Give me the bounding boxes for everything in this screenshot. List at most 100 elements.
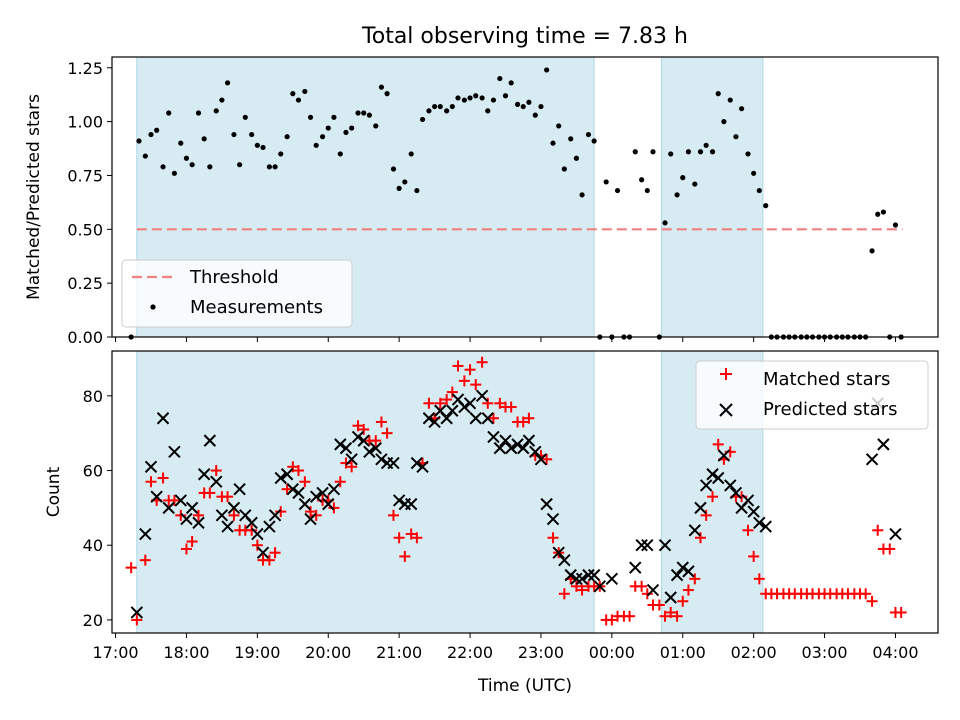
- legend-threshold-label: Threshold: [189, 267, 279, 288]
- measurement-point: [485, 108, 491, 114]
- measurement-point: [727, 97, 733, 103]
- measurement-point: [455, 95, 461, 101]
- predicted-point: [298, 497, 312, 511]
- top-legend: Threshold Measurements: [121, 259, 353, 328]
- measurement-point: [520, 103, 526, 110]
- predicted-stars-points: [130, 389, 902, 619]
- predicted-point: [162, 501, 175, 515]
- measurement-point: [550, 140, 556, 146]
- measurement-point: [614, 187, 621, 194]
- predicted-point: [139, 527, 152, 541]
- measurement-point: [556, 123, 562, 129]
- predicted-point: [570, 572, 583, 586]
- matched-point: [269, 547, 281, 559]
- bottom-x-axis: 17:00 18:00 19:00 20:00 21:00 22:00 23:00 00:00…: [92, 633, 919, 662]
- predicted-point: [416, 460, 429, 473]
- measurement-point: [242, 114, 248, 120]
- predicted-point: [256, 546, 270, 559]
- x-tick-label: 02:00: [731, 643, 777, 662]
- matched-point: [381, 427, 393, 439]
- predicted-point: [724, 479, 737, 492]
- measurement-point: [751, 170, 757, 176]
- predicted-point: [221, 520, 234, 533]
- bottom-legend-box: [695, 360, 929, 430]
- matched-point: [606, 614, 618, 626]
- matched-point: [186, 535, 198, 547]
- predicted-point: [658, 539, 672, 552]
- predicted-point: [304, 512, 317, 526]
- predicted-point: [351, 430, 365, 444]
- measurement-point: [756, 187, 762, 194]
- predicted-point: [694, 501, 707, 515]
- predicted-point: [546, 512, 560, 526]
- matched-point: [180, 543, 192, 555]
- measurement-point: [325, 125, 331, 131]
- measurement-point: [266, 164, 273, 170]
- top-y-tick-label: 1.25: [67, 59, 103, 78]
- predicted-point: [753, 516, 766, 530]
- measurement-point: [745, 151, 751, 157]
- predicted-point: [280, 468, 294, 481]
- matched-point: [677, 595, 689, 607]
- measurement-point: [561, 166, 567, 172]
- measurement-point: [502, 93, 509, 99]
- matched-point: [358, 423, 370, 435]
- legend-predicted-label: Predicted stars: [763, 399, 897, 420]
- x-tick-label: 22:00: [447, 643, 493, 662]
- measurement-point: [373, 123, 379, 129]
- matched-point: [251, 539, 263, 551]
- predicted-point: [711, 471, 725, 485]
- top-axes-frame: [111, 56, 939, 338]
- matched-point: [263, 554, 275, 566]
- predicted-point: [641, 539, 654, 552]
- matched-point: [653, 599, 665, 611]
- measurement-point: [444, 108, 450, 114]
- matched-point: [139, 554, 151, 566]
- matched-point: [523, 412, 535, 424]
- matched-point: [411, 532, 423, 544]
- measurement-point: [224, 80, 231, 86]
- measurement-point: [307, 114, 314, 120]
- predicted-point: [759, 520, 772, 533]
- measurement-point: [355, 110, 361, 116]
- matched-point: [558, 588, 570, 600]
- measurement-point: [419, 116, 426, 123]
- matched-point: [624, 610, 636, 622]
- predicted-point: [215, 509, 229, 522]
- legend-predicted-swatch: [719, 403, 733, 417]
- predicted-point: [387, 456, 400, 470]
- matched-point: [222, 491, 234, 503]
- predicted-point: [210, 475, 223, 488]
- matched-point: [494, 397, 506, 409]
- predicted-point: [463, 397, 477, 410]
- measurement-point: [396, 185, 402, 191]
- measurement-point: [473, 93, 479, 99]
- measurement-point: [668, 151, 674, 157]
- measurement-point: [426, 108, 432, 114]
- predicted-point: [670, 568, 684, 582]
- predicted-point: [865, 453, 879, 466]
- measurement-point: [479, 95, 485, 101]
- matched-point: [576, 584, 588, 596]
- predicted-point: [493, 441, 507, 455]
- measurement-point: [249, 131, 255, 138]
- matched-point: [694, 532, 706, 544]
- predicted-point: [180, 512, 193, 526]
- matched-point: [446, 386, 458, 398]
- matched-point: [346, 461, 358, 473]
- measurement-point: [526, 99, 532, 105]
- measurement-point: [154, 127, 160, 133]
- predicted-point: [682, 565, 695, 578]
- matched-point: [689, 573, 701, 585]
- measurement-point: [709, 149, 716, 155]
- predicted-point: [192, 516, 205, 530]
- measurement-point: [680, 175, 686, 181]
- matched-point: [375, 416, 387, 428]
- predicted-point: [375, 453, 388, 466]
- predicted-point: [511, 438, 524, 451]
- matched-point: [292, 465, 304, 477]
- matched-point: [275, 506, 287, 518]
- matched-point: [352, 420, 364, 432]
- measurement-point: [349, 125, 355, 131]
- measurement-point: [231, 131, 237, 138]
